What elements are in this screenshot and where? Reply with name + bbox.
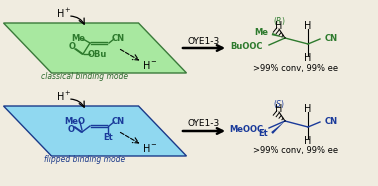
Text: CN: CN — [325, 33, 338, 42]
Polygon shape — [271, 121, 285, 134]
Text: Me: Me — [254, 28, 268, 36]
Text: H: H — [275, 21, 283, 31]
Text: flipped binding mode: flipped binding mode — [44, 155, 125, 163]
Text: H: H — [275, 104, 283, 114]
Text: H: H — [304, 21, 312, 31]
Text: BuOOC: BuOOC — [231, 41, 263, 51]
Text: $(R)$: $(R)$ — [273, 15, 285, 27]
Text: OBu: OBu — [87, 49, 107, 59]
Text: CN: CN — [325, 116, 338, 126]
Text: Et: Et — [258, 129, 268, 139]
Polygon shape — [3, 23, 186, 73]
Text: classical binding mode: classical binding mode — [42, 71, 129, 81]
Text: H: H — [304, 53, 312, 63]
Text: CN: CN — [112, 33, 125, 42]
Polygon shape — [272, 33, 285, 38]
Text: >99% conv, 99% ee: >99% conv, 99% ee — [253, 147, 339, 155]
Text: Et: Et — [103, 132, 113, 142]
Text: O: O — [68, 41, 76, 51]
Polygon shape — [3, 106, 186, 156]
Text: MeOOC: MeOOC — [229, 124, 263, 134]
Text: O: O — [68, 124, 74, 134]
Text: H: H — [304, 136, 312, 146]
Text: OYE1-3: OYE1-3 — [188, 119, 220, 129]
Text: H$^-$: H$^-$ — [142, 142, 158, 154]
Text: H$^-$: H$^-$ — [142, 59, 158, 71]
Text: OYE1-3: OYE1-3 — [188, 36, 220, 46]
Text: H$^+$: H$^+$ — [56, 89, 72, 102]
Text: >99% conv, 99% ee: >99% conv, 99% ee — [253, 63, 339, 73]
Text: Me: Me — [71, 33, 85, 42]
Text: $(S)$: $(S)$ — [273, 98, 285, 110]
Text: CN: CN — [112, 116, 125, 126]
Text: H: H — [304, 104, 312, 114]
Text: H$^+$: H$^+$ — [56, 7, 72, 20]
Text: MeO: MeO — [65, 116, 85, 126]
